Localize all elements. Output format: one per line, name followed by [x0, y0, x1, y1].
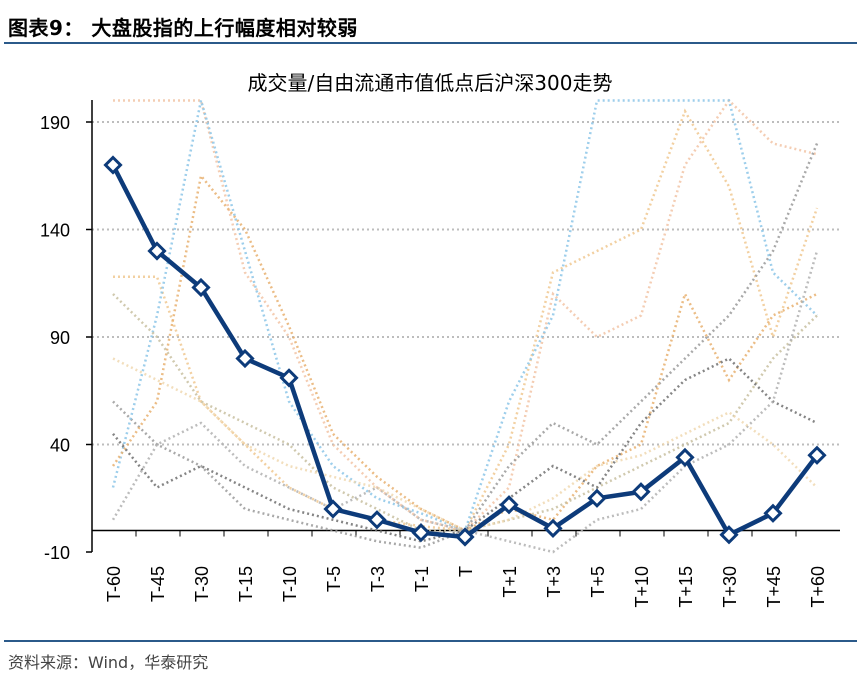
chart-title: 成交量/自由流通市值低点后沪深300走势 — [248, 71, 613, 95]
x-tick-label: T+60 — [808, 566, 828, 608]
main-series-point — [235, 348, 255, 369]
x-tick-label: T+1 — [500, 566, 520, 598]
x-axis-ticks: T-60 T-45 T-30 T-15 T-10 T-5 T-3 T-1 T T+1 T+3 T+5 T… — [91, 530, 828, 608]
x-tick-label: T+30 — [720, 566, 740, 608]
x-tick-label: T+10 — [632, 566, 652, 608]
main-series-point — [411, 523, 431, 543]
x-tick-label: T-30 — [192, 566, 212, 602]
main-series-point — [103, 155, 123, 175]
x-tick-label: T-5 — [324, 566, 344, 592]
series-line-5 — [111, 172, 818, 532]
y-tick-label: 40 — [50, 436, 70, 456]
main-series-point — [587, 488, 607, 508]
main-series-point — [631, 482, 651, 502]
y-tick-label: -10 — [44, 543, 70, 563]
main-series-point — [543, 518, 563, 538]
x-tick-label: T-15 — [236, 566, 256, 602]
x-tick-label: T — [456, 566, 476, 577]
main-series-point — [807, 445, 827, 465]
x-tick-label: T-10 — [280, 566, 300, 602]
x-tick-label: T-1 — [412, 566, 432, 592]
source-note: 资料来源：Wind，华泰研究 — [8, 653, 209, 672]
source-rule — [4, 640, 857, 642]
x-tick-label: T+15 — [676, 566, 696, 608]
title-rule — [4, 42, 857, 44]
x-tick-label: T+45 — [764, 566, 784, 608]
series-line-6 — [112, 293, 818, 532]
main-series-point — [147, 241, 167, 261]
series-line-7 — [112, 356, 818, 543]
series-line-3 — [112, 143, 819, 549]
main-series-point — [323, 499, 343, 519]
y-tick-label: 90 — [50, 328, 70, 348]
x-tick-label: T-45 — [148, 566, 168, 602]
x-tick-label: T-3 — [368, 566, 388, 592]
series-line-1 — [113, 108, 819, 532]
x-tick-label: T-60 — [104, 566, 124, 602]
axes — [91, 100, 840, 552]
main-series-point — [279, 368, 299, 388]
main-series-point — [191, 277, 211, 298]
main-series-point — [763, 503, 783, 523]
main-series-point — [499, 495, 519, 515]
main-series-point — [719, 525, 739, 545]
main-series-point — [455, 527, 475, 547]
y-axis-ticks: -10 40 90 140 190 — [40, 113, 92, 563]
y-tick-label: 190 — [40, 113, 70, 133]
main-series-point — [367, 510, 387, 530]
main-series-line — [110, 163, 819, 540]
background-series — [111, 98, 819, 554]
main-series-point — [675, 447, 695, 468]
x-tick-label: T+5 — [588, 566, 608, 598]
y-tick-label: 140 — [40, 221, 70, 241]
x-tick-label: T+3 — [544, 566, 564, 598]
figure-title: 图表9： 大盘股指的上行幅度相对较弱 — [8, 16, 358, 40]
main-series — [103, 155, 827, 547]
